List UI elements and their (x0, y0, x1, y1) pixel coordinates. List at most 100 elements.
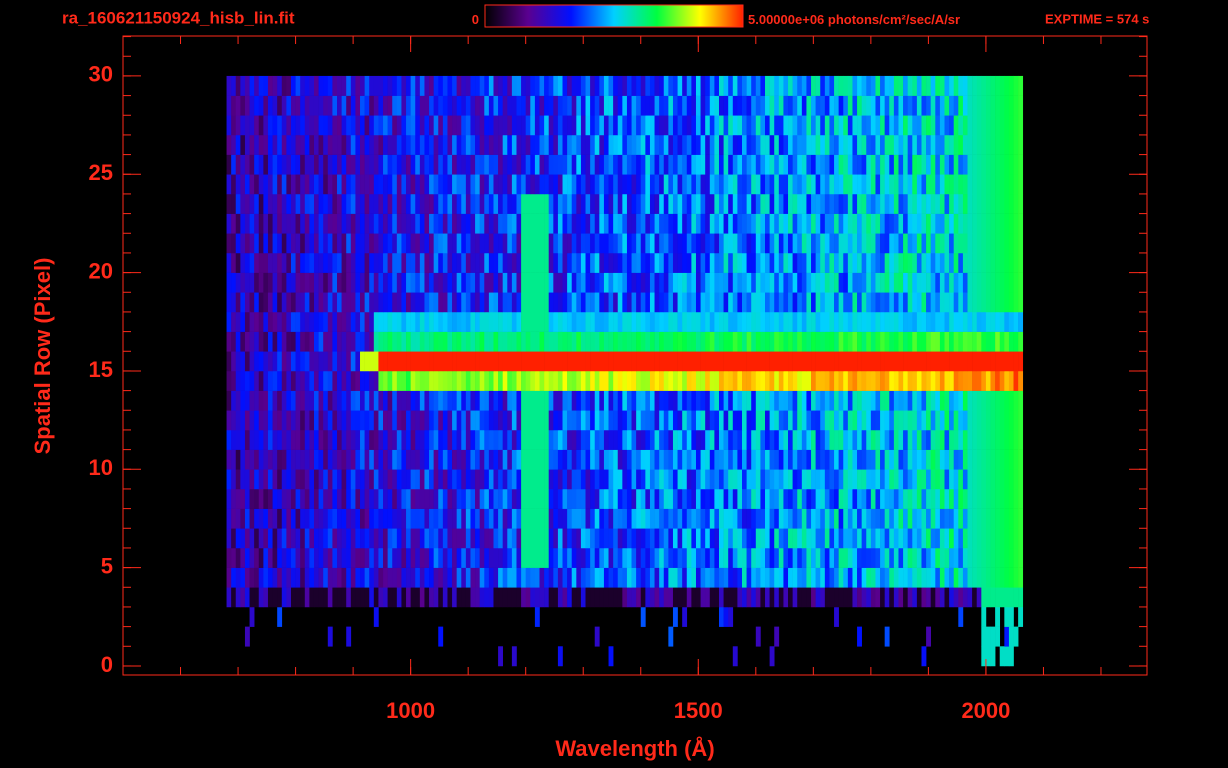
heatmap-cell (824, 75, 830, 96)
heatmap-cell (686, 488, 692, 509)
heatmap-cell (866, 213, 872, 234)
heatmap-cell (944, 351, 950, 372)
heatmap-cell (990, 390, 996, 411)
heatmap-cell (470, 449, 476, 470)
heatmap-cell (737, 233, 743, 254)
heatmap-cell (525, 390, 531, 411)
heatmap-cell (429, 390, 434, 411)
heatmap-cell (691, 528, 697, 549)
heatmap-cell (475, 370, 480, 391)
heatmap-cell (599, 134, 605, 155)
heatmap-cell (1013, 429, 1019, 450)
heatmap-cell (240, 95, 246, 116)
heatmap-cell (944, 75, 950, 96)
heatmap-cell (884, 174, 890, 195)
heatmap-cell (838, 488, 844, 509)
heatmap-cell (346, 351, 352, 372)
heatmap-cell (723, 469, 729, 490)
heatmap-cell (401, 193, 407, 214)
heatmap-cell (806, 134, 812, 155)
heatmap-cell (668, 488, 674, 509)
heatmap-cell (433, 488, 439, 509)
heatmap-cell (792, 410, 798, 431)
heatmap-cell (723, 449, 729, 470)
heatmap-cell (691, 115, 697, 136)
heatmap-cell (295, 528, 301, 549)
heatmap-cell (231, 213, 237, 234)
heatmap-cell (1013, 233, 1019, 254)
heatmap-cell (847, 213, 853, 234)
heatmap-cell (755, 292, 761, 313)
heatmap-cell (341, 449, 347, 470)
heatmap-cell (682, 390, 688, 411)
heatmap-cell (502, 528, 508, 549)
heatmap-cell (990, 213, 996, 234)
heatmap-cell (935, 115, 941, 136)
heatmap-cell (682, 95, 688, 116)
heatmap-cell (594, 331, 600, 352)
heatmap-cell (870, 272, 876, 293)
heatmap-cell (226, 587, 232, 608)
heatmap-cell (962, 508, 968, 529)
heatmap-cell (801, 311, 807, 332)
heatmap-cell (916, 134, 922, 155)
heatmap-cell (967, 213, 973, 234)
heatmap-cell (341, 95, 347, 116)
heatmap-cell (622, 193, 628, 214)
heatmap-cell (944, 390, 950, 411)
heatmap-cell (654, 429, 660, 450)
heatmap-cell (327, 134, 333, 155)
heatmap-cell (516, 311, 522, 332)
heatmap-cell (498, 390, 503, 411)
heatmap-cell (534, 370, 540, 391)
heatmap-cell (548, 331, 554, 352)
heatmap-cell (944, 508, 950, 529)
heatmap-cell (916, 174, 922, 195)
heatmap-cell (530, 115, 536, 136)
heatmap-cell (857, 410, 862, 431)
heatmap-cell (820, 331, 826, 352)
heatmap-cell (889, 390, 895, 411)
heatmap-cell (401, 370, 407, 391)
heatmap-cell (861, 233, 867, 254)
heatmap-cell (884, 311, 890, 332)
heatmap-cell (815, 174, 821, 195)
heatmap-cell (700, 508, 706, 529)
heatmap-cell (898, 469, 904, 490)
heatmap-cell (576, 252, 582, 273)
heatmap-cell (760, 213, 766, 234)
heatmap-cell (373, 154, 379, 175)
heatmap-cell (880, 154, 885, 175)
heatmap-cell (244, 154, 250, 175)
heatmap-cell (304, 134, 310, 155)
heatmap-cell (235, 252, 241, 273)
heatmap-cell (594, 311, 600, 332)
heatmap-cell (585, 331, 591, 352)
heatmap-cell (691, 272, 697, 293)
heatmap-cell (834, 469, 839, 490)
heatmap-cell (663, 95, 669, 116)
heatmap-cell (672, 370, 678, 391)
heatmap-cell (889, 213, 895, 234)
heatmap-cell (792, 528, 798, 549)
heatmap-cell (824, 272, 830, 293)
heatmap-cell (695, 233, 701, 254)
heatmap-cell (258, 115, 264, 136)
y-tick-label: 20 (89, 258, 113, 283)
heatmap-cell (907, 233, 913, 254)
heatmap-cell (493, 370, 499, 391)
heatmap-cell (290, 469, 296, 490)
heatmap-cell (571, 292, 577, 313)
heatmap-cell (456, 134, 462, 155)
heatmap-cell (341, 134, 347, 155)
heatmap-cell (999, 646, 1005, 667)
heatmap-cell (755, 587, 761, 608)
heatmap-cell (985, 449, 991, 470)
heatmap-cell (737, 292, 743, 313)
heatmap-cell (410, 449, 416, 470)
heatmap-cell (304, 252, 310, 273)
heatmap-cell (406, 390, 411, 411)
heatmap-cell (990, 292, 996, 313)
heatmap-cell (410, 311, 416, 332)
heatmap-cell (258, 488, 264, 509)
